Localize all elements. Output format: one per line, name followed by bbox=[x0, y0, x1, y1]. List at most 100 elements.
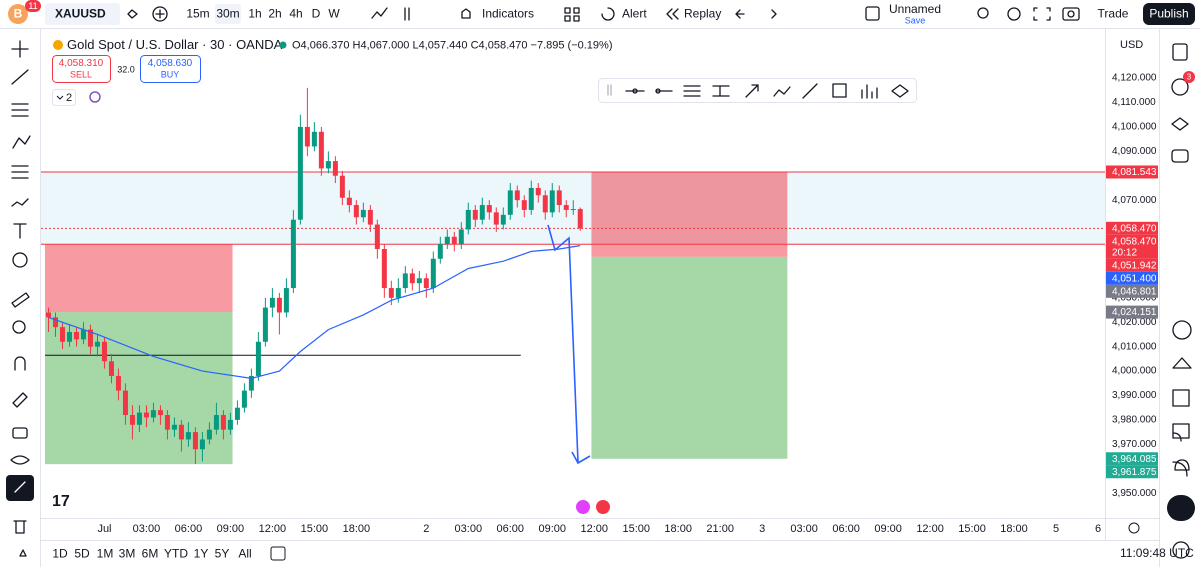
right-sidebar[interactable] bbox=[1171, 117, 1189, 131]
interval-button[interactable]: W bbox=[328, 7, 340, 21]
position-target-zone[interactable] bbox=[591, 256, 788, 459]
left-drawing-toolbar[interactable] bbox=[11, 103, 29, 117]
left-drawing-toolbar[interactable] bbox=[13, 223, 27, 239]
range-button[interactable]: 1M bbox=[97, 547, 114, 561]
toolbar-icons[interactable] bbox=[404, 7, 410, 21]
toolbar-icons[interactable] bbox=[1067, 10, 1075, 18]
range-button[interactable]: All bbox=[238, 547, 251, 561]
left-drawing-toolbar[interactable] bbox=[11, 40, 29, 58]
date-range-icon[interactable] bbox=[270, 546, 286, 561]
toolbar-icons[interactable] bbox=[735, 9, 745, 19]
right-sidebar[interactable] bbox=[1171, 78, 1189, 96]
layout-name[interactable]: Unnamed bbox=[889, 2, 941, 16]
position-stop-zone[interactable] bbox=[591, 171, 788, 257]
range-button[interactable]: YTD bbox=[164, 547, 188, 561]
interval-button[interactable]: 4h bbox=[289, 7, 302, 21]
floating-toolbar[interactable] bbox=[832, 83, 847, 98]
event-icon[interactable] bbox=[596, 500, 610, 514]
buy-button[interactable] bbox=[140, 55, 201, 83]
interval-button[interactable]: 1h bbox=[248, 7, 261, 21]
left-drawing-toolbar[interactable] bbox=[11, 69, 29, 85]
toolbar-icons[interactable] bbox=[865, 6, 880, 21]
floating-toolbar[interactable] bbox=[607, 83, 909, 99]
right-sidebar[interactable] bbox=[1171, 149, 1189, 163]
right-sidebar[interactable] bbox=[1172, 541, 1190, 559]
arrow-drawing[interactable] bbox=[547, 224, 591, 465]
interval-button[interactable]: 30m bbox=[216, 7, 239, 21]
interval-button[interactable]: D bbox=[312, 7, 321, 21]
right-sidebar[interactable] bbox=[1167, 43, 1195, 559]
left-drawing-toolbar[interactable] bbox=[19, 549, 27, 557]
toolbar-icons[interactable] bbox=[601, 7, 615, 21]
toolbar-icons[interactable] bbox=[461, 8, 471, 19]
floating-toolbar[interactable] bbox=[607, 84, 612, 96]
range-button[interactable]: 5Y bbox=[215, 547, 230, 561]
left-drawing-toolbar[interactable] bbox=[10, 455, 30, 465]
right-sidebar[interactable] bbox=[1172, 432, 1188, 477]
symbol-search[interactable] bbox=[45, 3, 120, 25]
sell-button[interactable] bbox=[52, 55, 111, 83]
left-drawing-toolbar[interactable] bbox=[14, 356, 26, 371]
toolbar-icons[interactable] bbox=[564, 7, 580, 22]
toolbar-icons[interactable] bbox=[371, 7, 388, 19]
left-drawing-toolbar[interactable] bbox=[12, 252, 28, 268]
left-drawing-toolbar[interactable] bbox=[13, 520, 27, 534]
floating-toolbar[interactable] bbox=[773, 86, 791, 97]
event-icon[interactable] bbox=[576, 500, 590, 514]
left-drawing-toolbar[interactable] bbox=[12, 392, 28, 408]
toolbar-icons[interactable] bbox=[155, 9, 165, 19]
indicator-toggle[interactable] bbox=[52, 89, 76, 106]
toolbar-icons[interactable] bbox=[127, 6, 1080, 22]
avatar[interactable] bbox=[8, 4, 28, 24]
range-button[interactable]: 3M bbox=[119, 547, 136, 561]
toolbar-icons[interactable] bbox=[127, 9, 138, 19]
left-drawing-toolbar[interactable] bbox=[14, 481, 26, 493]
range-button[interactable]: 1D bbox=[52, 547, 68, 561]
settings-icon[interactable] bbox=[1128, 522, 1140, 534]
save-button[interactable]: Save bbox=[905, 15, 926, 25]
toolbar-icons[interactable] bbox=[1007, 7, 1021, 21]
floating-toolbar[interactable] bbox=[655, 88, 661, 94]
left-drawing-toolbar[interactable] bbox=[11, 292, 30, 308]
left-drawing-toolbar[interactable] bbox=[11, 198, 29, 207]
position-stop-zone[interactable] bbox=[45, 244, 233, 313]
replay-button[interactable]: Replay bbox=[684, 7, 721, 21]
right-sidebar[interactable] bbox=[1172, 320, 1192, 340]
toolbar-icons[interactable] bbox=[977, 7, 989, 19]
floating-toolbar[interactable] bbox=[802, 83, 818, 99]
left-drawing-toolbar[interactable] bbox=[12, 135, 31, 149]
interval-button[interactable]: 15m bbox=[186, 7, 209, 21]
publish-button[interactable] bbox=[1143, 3, 1195, 25]
range-button[interactable]: 1Y bbox=[194, 547, 209, 561]
currency[interactable]: USD bbox=[1120, 39, 1143, 51]
toolbar-icons[interactable] bbox=[152, 6, 168, 22]
toolbar-icons[interactable] bbox=[666, 8, 679, 20]
left-drawing-toolbar[interactable] bbox=[12, 427, 28, 439]
right-sidebar[interactable] bbox=[1172, 43, 1188, 61]
indicators-button[interactable]: Indicators bbox=[482, 7, 534, 21]
floating-toolbar[interactable] bbox=[712, 85, 730, 97]
right-sidebar[interactable] bbox=[1167, 495, 1195, 521]
floating-toolbar[interactable] bbox=[683, 85, 701, 97]
floating-toolbar[interactable] bbox=[598, 78, 917, 103]
toolbar-icons[interactable] bbox=[771, 9, 777, 19]
range-button[interactable]: 6M bbox=[142, 547, 159, 561]
toolbar-icons[interactable] bbox=[1033, 7, 1051, 21]
alert-button[interactable]: Alert bbox=[622, 7, 647, 21]
range-button[interactable]: 5D bbox=[74, 547, 90, 561]
right-sidebar[interactable] bbox=[1172, 357, 1192, 369]
toolbar-icons[interactable] bbox=[1062, 7, 1080, 21]
left-drawing-toolbar[interactable] bbox=[12, 320, 26, 334]
trade-button[interactable]: Trade bbox=[1098, 7, 1129, 21]
floating-toolbar[interactable] bbox=[745, 84, 759, 98]
left-drawing-toolbar[interactable] bbox=[6, 40, 34, 557]
right-sidebar[interactable] bbox=[1174, 459, 1190, 471]
right-sidebar[interactable] bbox=[1172, 389, 1190, 407]
floating-toolbar[interactable] bbox=[861, 84, 878, 99]
floating-toolbar[interactable] bbox=[891, 84, 909, 98]
floating-toolbar[interactable] bbox=[632, 88, 638, 94]
tv-logo[interactable]: 17 bbox=[52, 493, 70, 510]
interval-button[interactable]: 2h bbox=[268, 7, 281, 21]
left-drawing-toolbar[interactable] bbox=[11, 165, 29, 179]
left-drawing-toolbar[interactable] bbox=[6, 475, 34, 501]
